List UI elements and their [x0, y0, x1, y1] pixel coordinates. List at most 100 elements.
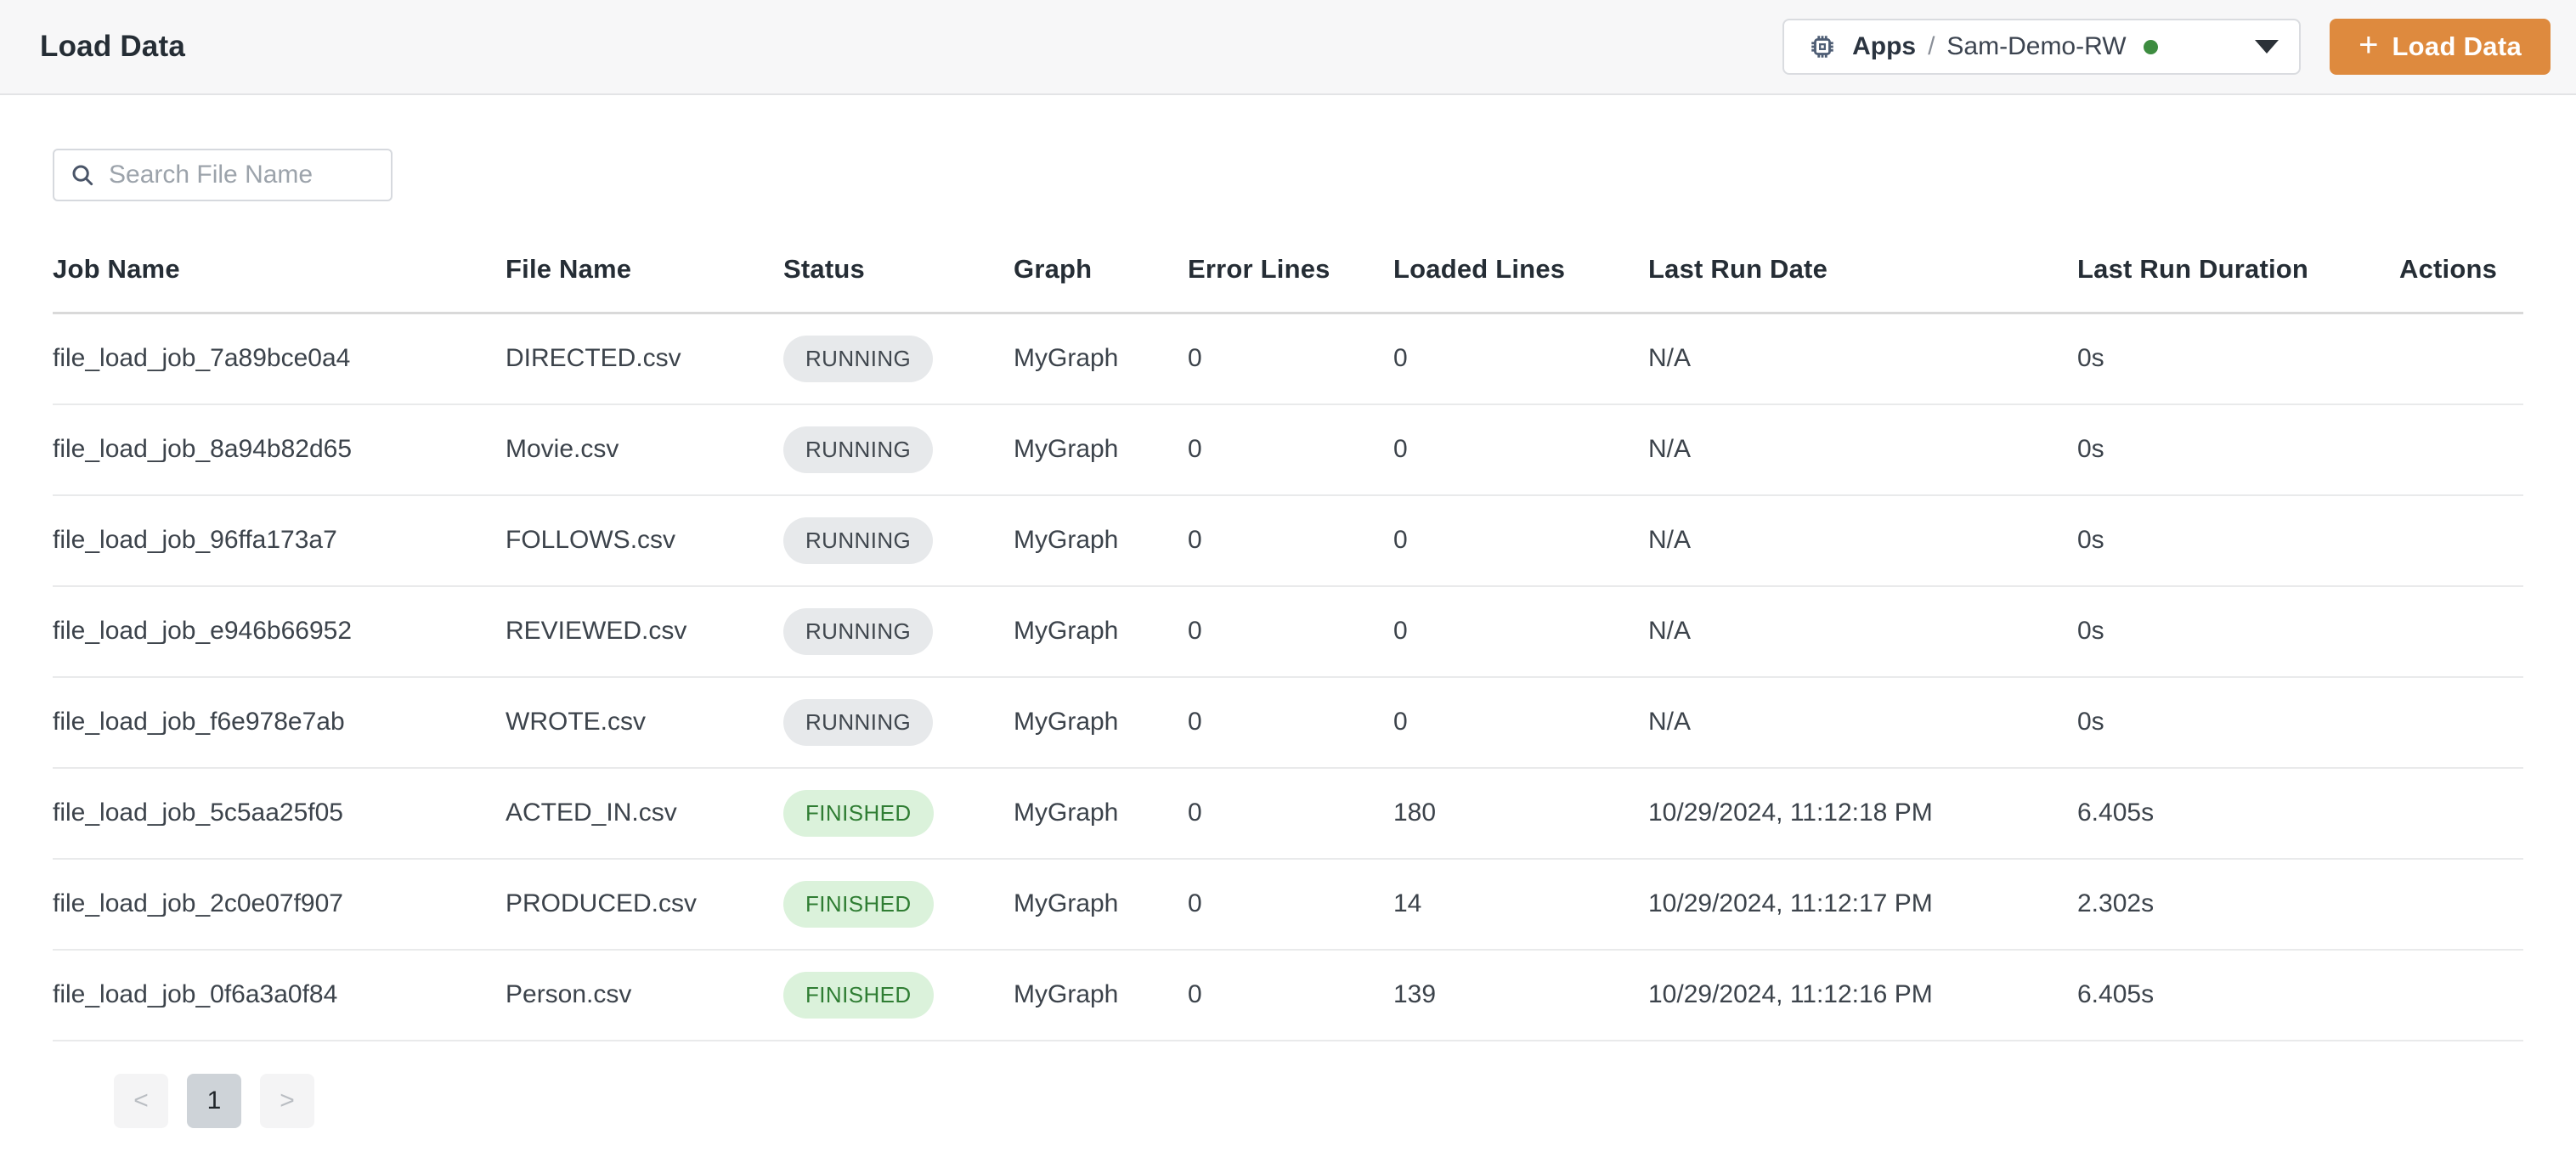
breadcrumb-separator: / — [1928, 32, 1935, 60]
column-header-loaded-lines: Loaded Lines — [1393, 223, 1648, 314]
status-badge: FINISHED — [783, 789, 934, 837]
column-header-graph: Graph — [1014, 223, 1188, 314]
file-name-cell: REVIEWED.csv — [506, 585, 783, 678]
actions-cell — [2399, 585, 2523, 678]
graph-cell: MyGraph — [1014, 767, 1188, 860]
status-cell: FINISHED — [783, 858, 1014, 951]
last-run-duration-cell: 6.405s — [2077, 949, 2399, 1041]
status-cell: RUNNING — [783, 676, 1014, 769]
error-lines-cell: 0 — [1188, 404, 1393, 496]
last-run-date-cell: N/A — [1648, 313, 2077, 405]
status-cell: FINISHED — [783, 949, 1014, 1041]
loaded-lines-cell: 139 — [1393, 949, 1648, 1041]
status-badge: RUNNING — [783, 698, 934, 746]
actions-cell — [2399, 767, 2523, 860]
loaded-lines-cell: 14 — [1393, 858, 1648, 951]
job-name-cell: file_load_job_e946b66952 — [53, 585, 506, 678]
actions-cell — [2399, 676, 2523, 769]
job-name-cell: file_load_job_5c5aa25f05 — [53, 767, 506, 860]
graph-cell: MyGraph — [1014, 313, 1188, 405]
search-box — [53, 149, 437, 201]
column-header-error-lines: Error Lines — [1188, 223, 1393, 314]
status-badge: FINISHED — [783, 880, 934, 928]
actions-cell — [2399, 949, 2523, 1041]
error-lines-cell: 0 — [1188, 949, 1393, 1041]
apps-label: Apps — [1852, 32, 1917, 60]
column-header-last-run-duration: Last Run Duration — [2077, 223, 2399, 314]
status-cell: RUNNING — [783, 494, 1014, 587]
error-lines-cell: 0 — [1188, 494, 1393, 587]
status-cell: RUNNING — [783, 313, 1014, 405]
table-header-row: Job Name File Name Status Graph Error Li… — [53, 223, 2523, 314]
graph-cell: MyGraph — [1014, 494, 1188, 587]
column-header-file-name: File Name — [506, 223, 783, 314]
load-jobs-table: Job Name File Name Status Graph Error Li… — [53, 223, 2523, 1041]
page-button-1[interactable]: 1 — [187, 1073, 241, 1128]
column-header-last-run-date: Last Run Date — [1648, 223, 2077, 314]
graph-cell: MyGraph — [1014, 949, 1188, 1041]
last-run-duration-cell: 0s — [2077, 404, 2399, 496]
last-run-date-cell: N/A — [1648, 404, 2077, 496]
actions-cell — [2399, 404, 2523, 496]
error-lines-cell: 0 — [1188, 313, 1393, 405]
job-name-cell: file_load_job_f6e978e7ab — [53, 676, 506, 769]
file-name-cell: ACTED_IN.csv — [506, 767, 783, 860]
graph-selector-dropdown[interactable]: Apps / Sam-Demo-RW — [1782, 19, 2302, 75]
loaded-lines-cell: 0 — [1393, 676, 1648, 769]
last-run-date-cell: 10/29/2024, 11:12:16 PM — [1648, 949, 2077, 1041]
error-lines-cell: 0 — [1188, 767, 1393, 860]
load-data-button[interactable]: + Load Data — [2330, 19, 2551, 75]
column-header-status: Status — [783, 223, 1014, 314]
last-run-duration-cell: 0s — [2077, 585, 2399, 678]
plus-icon: + — [2359, 26, 2379, 64]
status-badge: RUNNING — [783, 426, 934, 473]
graph-cell: MyGraph — [1014, 858, 1188, 951]
job-name-cell: file_load_job_0f6a3a0f84 — [53, 949, 506, 1041]
header-bar: Load Data Apps / Sam-Demo-RW + Load Data — [0, 0, 2576, 95]
job-name-cell: file_load_job_96ffa173a7 — [53, 494, 506, 587]
status-badge: FINISHED — [783, 971, 934, 1019]
job-name-cell: file_load_job_2c0e07f907 — [53, 858, 506, 951]
graph-name: Sam-Demo-RW — [1946, 32, 2127, 60]
last-run-duration-cell: 2.302s — [2077, 858, 2399, 951]
header-right-group: Apps / Sam-Demo-RW + Load Data — [1782, 19, 2551, 75]
last-run-date-cell: 10/29/2024, 11:12:18 PM — [1648, 767, 2077, 860]
load-data-button-label: Load Data — [2392, 31, 2522, 61]
search-file-name-input[interactable] — [109, 161, 437, 189]
file-name-cell: DIRECTED.csv — [506, 313, 783, 405]
file-name-cell: Person.csv — [506, 949, 783, 1041]
table-row: file_load_job_96ffa173a7 FOLLOWS.csv RUN… — [53, 494, 2523, 587]
file-name-cell: Movie.csv — [506, 404, 783, 496]
table-row: file_load_job_f6e978e7ab WROTE.csv RUNNI… — [53, 676, 2523, 769]
file-name-cell: WROTE.csv — [506, 676, 783, 769]
table-row: file_load_job_8a94b82d65 Movie.csv RUNNI… — [53, 404, 2523, 496]
graph-cell: MyGraph — [1014, 676, 1188, 769]
column-header-job-name: Job Name — [53, 223, 506, 314]
chip-icon — [1811, 36, 1833, 58]
error-lines-cell: 0 — [1188, 585, 1393, 678]
error-lines-cell: 0 — [1188, 858, 1393, 951]
last-run-date-cell: N/A — [1648, 676, 2077, 769]
loaded-lines-cell: 0 — [1393, 404, 1648, 496]
job-name-cell: file_load_job_7a89bce0a4 — [53, 313, 506, 405]
status-badge: RUNNING — [783, 335, 934, 382]
table-row: file_load_job_7a89bce0a4 DIRECTED.csv RU… — [53, 313, 2523, 405]
pagination: < 1 > — [114, 1073, 2523, 1128]
loaded-lines-cell: 0 — [1393, 494, 1648, 587]
table-body: file_load_job_7a89bce0a4 DIRECTED.csv RU… — [53, 313, 2523, 1041]
next-page-button[interactable]: > — [260, 1073, 314, 1128]
last-run-duration-cell: 0s — [2077, 494, 2399, 587]
job-name-cell: file_load_job_8a94b82d65 — [53, 404, 506, 496]
last-run-date-cell: 10/29/2024, 11:12:17 PM — [1648, 858, 2077, 951]
actions-cell — [2399, 858, 2523, 951]
loaded-lines-cell: 180 — [1393, 767, 1648, 860]
table-row: file_load_job_2c0e07f907 PRODUCED.csv FI… — [53, 858, 2523, 951]
loaded-lines-cell: 0 — [1393, 313, 1648, 405]
search-icon — [72, 165, 93, 186]
error-lines-cell: 0 — [1188, 676, 1393, 769]
previous-page-button[interactable]: < — [114, 1073, 168, 1128]
status-badge: RUNNING — [783, 607, 934, 655]
main-content: Job Name File Name Status Graph Error Li… — [0, 95, 2576, 1128]
file-name-cell: PRODUCED.csv — [506, 858, 783, 951]
table-row: file_load_job_5c5aa25f05 ACTED_IN.csv FI… — [53, 767, 2523, 860]
